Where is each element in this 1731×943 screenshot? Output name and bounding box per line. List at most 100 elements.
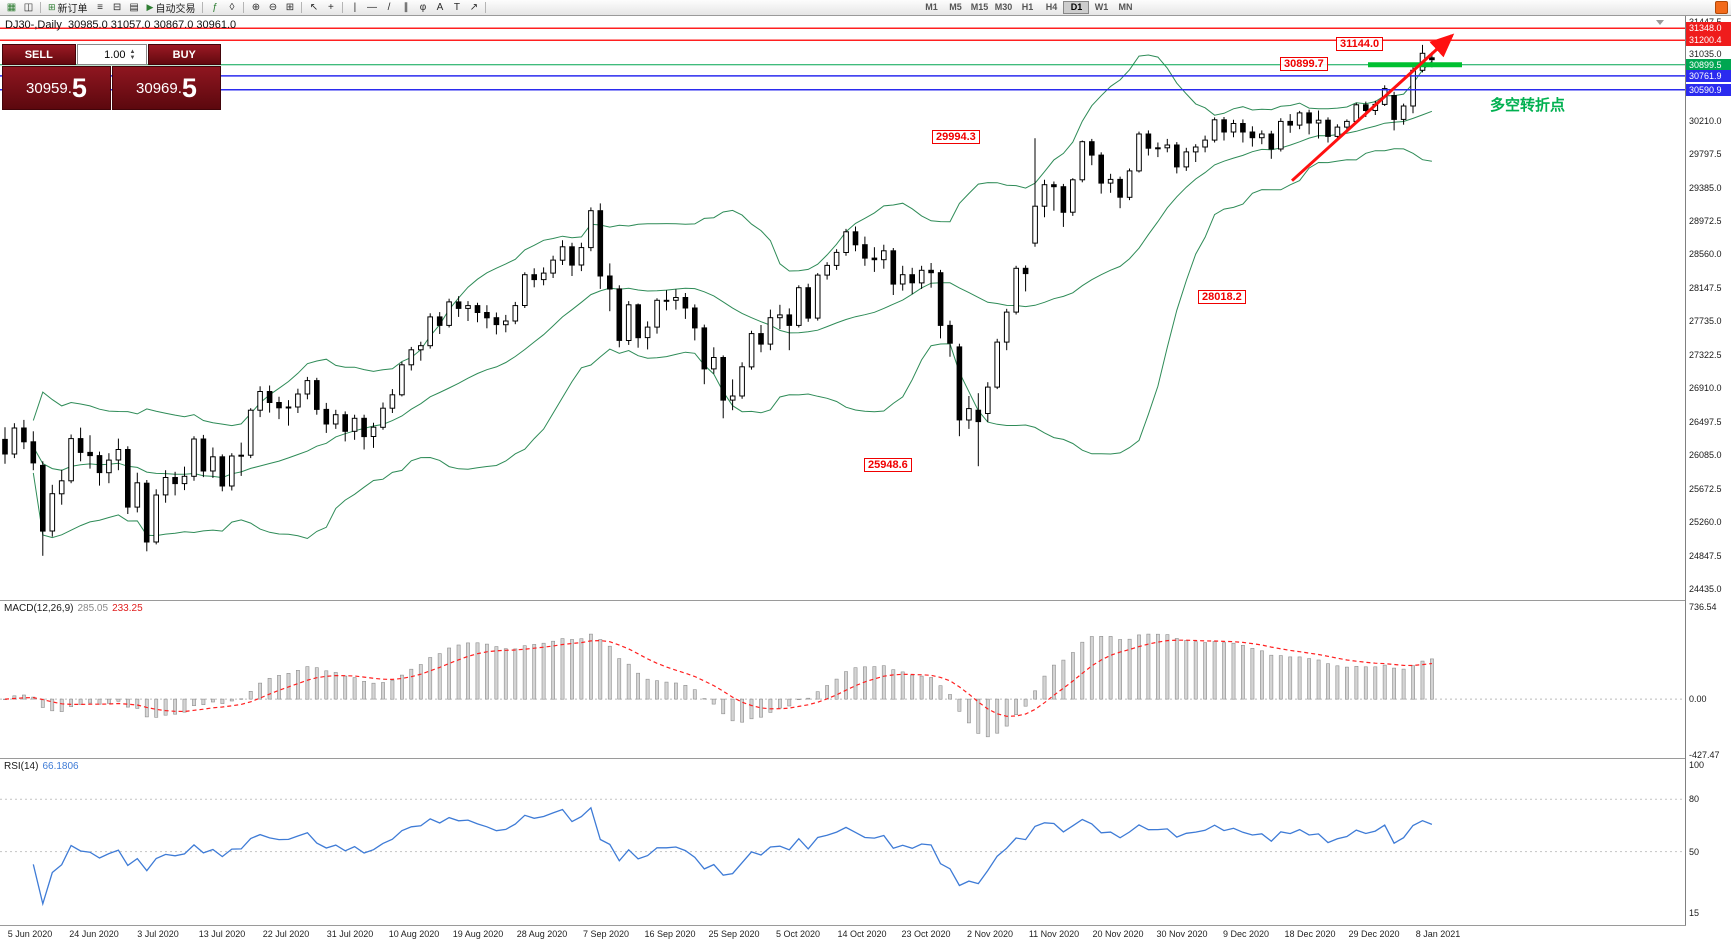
date-label: 5 Oct 2020 (775, 929, 821, 939)
date-axis[interactable]: 5 Jun 2020 24 Jun 2020 3 Jul 2020 13 Jul 20… (0, 926, 1685, 943)
date-label: 20 Nov 2020 (1092, 929, 1144, 939)
date-label: 22 Jul 2020 (262, 929, 310, 939)
market-watch-icon[interactable]: ≡ (97, 1, 103, 13)
chart-profiles-icon[interactable]: ◫ (23, 1, 34, 13)
zoom-in-icon[interactable]: ⊕ (251, 1, 261, 13)
trendline-icon[interactable]: / (387, 1, 391, 13)
arrows-icon[interactable]: ↗ (469, 1, 479, 13)
terminal-icon[interactable]: ▤ (129, 1, 139, 13)
timeframe-m1[interactable]: M1 (925, 2, 938, 12)
buy-price-main: 30969. (136, 79, 182, 97)
buy-button[interactable]: BUY (147, 44, 221, 65)
toolbar-right (1715, 1, 1728, 14)
volume-down-icon[interactable]: ▼ (129, 54, 136, 61)
timeframe-mn[interactable]: MN (1118, 2, 1133, 12)
price-axis-label: 30210.0 (1689, 116, 1722, 126)
timeframe-m15[interactable]: M15 (970, 2, 989, 12)
turning-point-note[interactable]: 多空转折点 (1490, 97, 1566, 114)
tile-windows-icon[interactable]: ⊞ (285, 1, 295, 13)
date-label: 18 Dec 2020 (1284, 929, 1336, 939)
spike-price-label[interactable]: 29994.3 (932, 130, 980, 144)
label-icon[interactable]: T (453, 1, 461, 13)
new-order-button[interactable]: ⊞ 新订单 (44, 0, 92, 15)
price-badge: 30761.9 (1686, 70, 1731, 82)
panel-separator-rsi[interactable] (0, 758, 1731, 759)
rsi-panel[interactable]: RSI(14) 66.1806 (0, 759, 1685, 925)
buy-price[interactable]: 30969. 5 (112, 66, 221, 110)
toolbar-separator (485, 2, 487, 13)
auto-trading-button[interactable]: ▶ 自动交易 (143, 0, 200, 15)
price-axis-label: 24435.0 (1689, 584, 1722, 594)
macd-panel[interactable]: MACD(12,26,9) 285.05 233.25 (0, 601, 1685, 758)
toolbar-separator (301, 2, 303, 13)
price-axis-label: 25260.0 (1689, 517, 1722, 527)
toolbar: ▦ ◫ ⊞ 新订单 ≡ ⊟ ▤ ▶ 自动交易 ƒ ◊ ⊕ ⊖ ⊞ ↖ + | — / ∥ φ A T ↗ M1 M5 M15 M30 H… (0, 0, 1731, 16)
toolbar-separator (202, 2, 204, 13)
price-axis-label: 26497.5 (1689, 417, 1722, 427)
sell-price-big: 5 (71, 72, 87, 103)
cursor-icon[interactable]: ↖ (309, 1, 319, 13)
main-chart-area[interactable] (0, 16, 1685, 600)
date-label: 16 Sep 2020 (644, 929, 696, 939)
horizontal-line-icon[interactable]: — (366, 1, 377, 13)
notifications-icon[interactable] (1715, 1, 1728, 14)
main-chart-svg (0, 27, 1685, 556)
price-axis-label: 28560.0 (1689, 249, 1722, 259)
price-axis-label: 31035.0 (1689, 49, 1722, 59)
date-label: 14 Oct 2020 (837, 929, 887, 939)
vertical-line-icon[interactable]: | (353, 1, 357, 13)
date-label: 3 Jul 2020 (137, 929, 179, 939)
toolbar-items: ▦ ◫ ⊞ 新订单 ≡ ⊟ ▤ ▶ 自动交易 ƒ ◊ ⊕ ⊖ ⊞ ↖ + | — / ∥ φ A T ↗ M1 M5 M15 M30 H… (3, 0, 1137, 16)
text-icon[interactable]: A (436, 1, 444, 13)
date-label: 25 Sep 2020 (708, 929, 760, 939)
timeframe-m30[interactable]: M30 (994, 2, 1013, 12)
price-badge: 30590.9 (1686, 84, 1731, 96)
macd-axis-label: -427.47 (1689, 750, 1720, 760)
support-price-label[interactable]: 30899.7 (1280, 57, 1328, 71)
trend-arrow[interactable] (1290, 33, 1455, 182)
date-label: 24 Jun 2020 (69, 929, 119, 939)
chart-window: 31144.0 30899.7 29994.3 28018.2 25948.6 多空转折点… (0, 16, 1731, 943)
date-label: 13 Jul 2020 (198, 929, 246, 939)
low-price-label[interactable]: 25948.6 (864, 458, 912, 472)
zoom-out-icon[interactable]: ⊖ (268, 1, 278, 13)
bollinger-upper-band (32, 54, 1433, 427)
level-price-label[interactable]: 28018.2 (1198, 290, 1246, 304)
navigator-icon[interactable]: ⊟ (112, 1, 122, 13)
fibonacci-icon[interactable]: φ (419, 1, 427, 13)
main-chart-overlay: 31144.0 30899.7 29994.3 28018.2 25948.6 多空转折点 (0, 16, 1685, 600)
one-click-trading-panel: SELL ▲ ▼ BUY 30959. 5 30969. 5 (2, 44, 221, 110)
toolbar-spacer (489, 7, 919, 8)
sell-price[interactable]: 30959. 5 (2, 66, 111, 110)
price-axis-label: 27322.5 (1689, 350, 1722, 360)
channel-icon[interactable]: ∥ (403, 1, 409, 13)
timeframe-m5[interactable]: M5 (949, 2, 962, 12)
date-label: 9 Dec 2020 (1222, 929, 1270, 939)
timeframe-h4[interactable]: H4 (1045, 2, 1058, 12)
price-axis[interactable]: 31447.531035.030210.029797.529385.028972… (1686, 16, 1731, 943)
auto-trading-icon: ▶ (146, 2, 154, 12)
high-price-label[interactable]: 31144.0 (1336, 37, 1384, 51)
macd-signal-line (4, 639, 1432, 717)
volume-input[interactable] (77, 47, 128, 62)
macd-axis-label: 0.00 (1689, 694, 1707, 704)
timeframe-w1[interactable]: W1 (1094, 2, 1109, 12)
panel-separator-dates (0, 925, 1731, 926)
date-label: 30 Nov 2020 (1156, 929, 1208, 939)
price-badge: 31348.0 (1686, 22, 1731, 34)
sell-button[interactable]: SELL (2, 44, 76, 65)
rsi-axis-label: 100 (1689, 760, 1705, 770)
volume-up-icon[interactable]: ▲ (129, 48, 136, 55)
new-chart-icon[interactable]: ▦ (6, 1, 17, 13)
rsi-svg (0, 798, 1685, 907)
panel-separator-macd[interactable] (0, 600, 1731, 601)
indicators-icon[interactable]: ƒ (212, 1, 218, 13)
timeframe-h1[interactable]: H1 (1021, 2, 1034, 12)
rsi-line (32, 806, 1433, 907)
timeframe-d1[interactable]: D1 (1063, 1, 1090, 14)
price-axis-label: 29385.0 (1689, 183, 1722, 193)
macd-histogram (3, 633, 1434, 738)
crosshair-icon[interactable]: + (328, 1, 334, 13)
chart-shift-marker[interactable] (1656, 20, 1664, 25)
objects-list-icon[interactable]: ◊ (229, 1, 235, 13)
